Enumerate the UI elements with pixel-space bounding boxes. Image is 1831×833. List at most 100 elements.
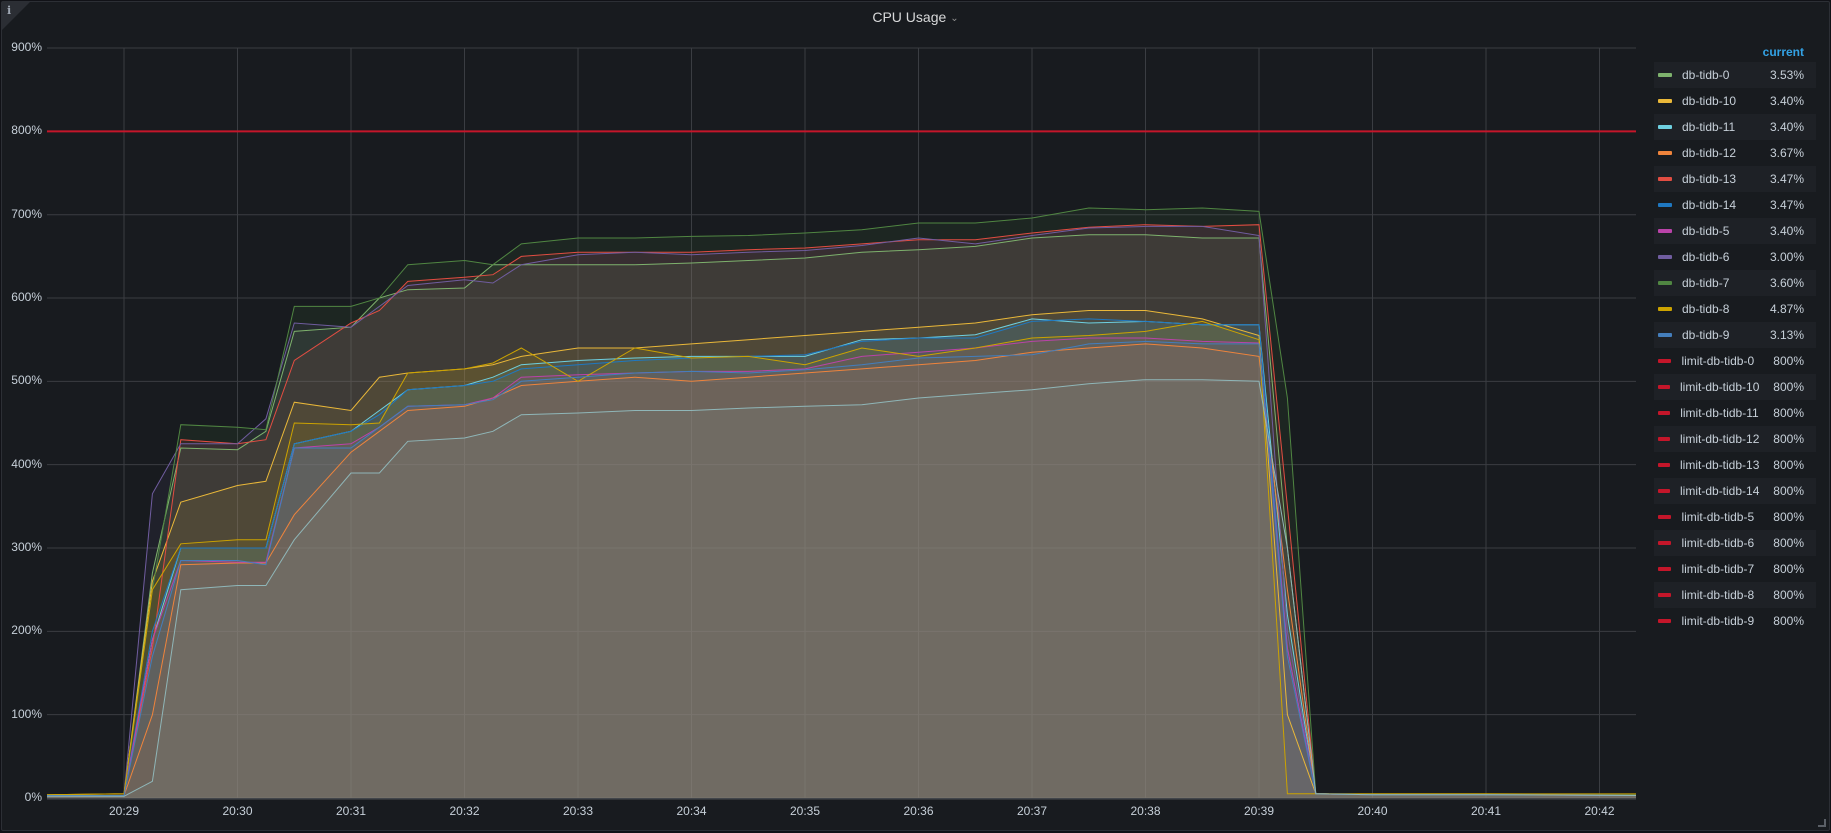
series-color-swatch-icon[interactable] [1658, 99, 1672, 103]
legend-item-name[interactable]: limit-db-tidb-6 [1681, 536, 1755, 550]
series-color-swatch-icon[interactable] [1658, 593, 1672, 597]
legend-item-name[interactable]: limit-db-tidb-12 [1680, 432, 1760, 446]
legend-item-name[interactable]: db-tidb-12 [1682, 146, 1737, 160]
legend-item-value: 3.47% [1769, 198, 1804, 212]
x-tick-label: 20:34 [676, 804, 707, 818]
legend-item-name[interactable]: db-tidb-14 [1682, 198, 1737, 212]
series-line[interactable] [47, 207, 1637, 796]
x-tick-label: 20:39 [1243, 804, 1275, 818]
panel-title-text[interactable]: CPU Usage [872, 9, 947, 25]
series-color-swatch-icon[interactable] [1658, 437, 1671, 441]
legend-item-name[interactable]: db-tidb-5 [1682, 224, 1730, 238]
legend-item[interactable]: db-tidb-5 3.40% [1654, 218, 1816, 244]
series-color-swatch-icon[interactable] [1658, 515, 1672, 519]
series-line[interactable] [46, 310, 1637, 796]
legend-item-name[interactable]: db-tidb-10 [1682, 94, 1737, 108]
legend-item-name[interactable]: limit-db-tidb-0 [1681, 354, 1755, 368]
series-line[interactable] [47, 340, 1637, 796]
legend-item[interactable]: db-tidb-6 3.00% [1654, 244, 1816, 270]
series-color-swatch-icon[interactable] [1658, 203, 1672, 207]
legend-item[interactable]: limit-db-tidb-10 800% [1654, 374, 1816, 400]
series-color-swatch-icon[interactable] [1658, 73, 1672, 77]
legend-item[interactable]: limit-db-tidb-9 800% [1654, 608, 1816, 634]
info-icon[interactable]: i [7, 4, 12, 17]
series-color-swatch-icon[interactable] [1658, 463, 1671, 467]
legend-item-name[interactable]: limit-db-tidb-8 [1681, 588, 1755, 602]
series-color-swatch-icon[interactable] [1658, 125, 1672, 129]
legend-item[interactable]: db-tidb-11 3.40% [1654, 114, 1816, 140]
legend-item[interactable]: limit-db-tidb-5 800% [1654, 504, 1816, 530]
legend-item-name[interactable]: limit-db-tidb-13 [1680, 458, 1760, 472]
x-tick-label: 20:33 [562, 804, 594, 818]
series-color-swatch-icon[interactable] [1658, 489, 1671, 493]
legend-item[interactable]: limit-db-tidb-0 800% [1654, 348, 1816, 374]
legend-item-value: 800% [1773, 432, 1804, 446]
legend-item-value: 3.47% [1769, 172, 1804, 186]
legend-item-name[interactable]: db-tidb-8 [1682, 302, 1730, 316]
x-tick-label: 20:38 [1130, 804, 1161, 818]
legend-item-name[interactable]: limit-db-tidb-9 [1681, 614, 1755, 628]
y-tick-label: 900% [11, 40, 42, 55]
series-line[interactable] [46, 320, 1637, 796]
legend-item[interactable]: db-tidb-12 3.67% [1654, 140, 1816, 166]
legend-item-name[interactable]: db-tidb-7 [1682, 276, 1730, 290]
legend-item[interactable]: db-tidb-13 3.47% [1654, 166, 1816, 192]
series-color-swatch-icon[interactable] [1658, 151, 1672, 155]
x-tick-label: 20:41 [1470, 804, 1502, 818]
legend-item[interactable]: limit-db-tidb-11 800% [1654, 400, 1816, 426]
panel-title[interactable]: CPU Usage ⌄ [2, 9, 1829, 25]
legend-item-value: 800% [1773, 354, 1804, 368]
chevron-down-icon[interactable]: ⌄ [950, 13, 959, 24]
legend-item-name[interactable]: limit-db-tidb-5 [1681, 510, 1755, 524]
series-line[interactable] [47, 224, 1637, 796]
series-line[interactable] [47, 225, 1637, 796]
legend-item-name[interactable]: limit-db-tidb-7 [1681, 562, 1755, 576]
series-color-swatch-icon[interactable] [1658, 307, 1672, 311]
y-tick-label: 400% [11, 456, 42, 471]
legend-item[interactable]: db-tidb-9 3.13% [1654, 322, 1816, 348]
legend-item[interactable]: db-tidb-10 3.40% [1654, 88, 1816, 114]
series-area [47, 318, 1636, 798]
legend-item-value: 800% [1773, 536, 1804, 550]
legend-item-name[interactable]: limit-db-tidb-10 [1680, 380, 1760, 394]
legend-item[interactable]: limit-db-tidb-12 800% [1654, 426, 1816, 452]
legend-item[interactable]: limit-db-tidb-6 800% [1654, 530, 1816, 556]
legend-item[interactable]: db-tidb-0 3.53% [1654, 62, 1816, 88]
legend-item[interactable]: limit-db-tidb-8 800% [1654, 582, 1816, 608]
series-color-swatch-icon[interactable] [1658, 255, 1672, 259]
series-color-swatch-icon[interactable] [1658, 359, 1672, 363]
legend-item[interactable]: db-tidb-7 3.60% [1654, 270, 1816, 296]
x-tick-label: 20:36 [903, 804, 934, 818]
series-color-swatch-icon[interactable] [1658, 619, 1672, 623]
legend-item-name[interactable]: db-tidb-13 [1682, 172, 1737, 186]
legend-item-name[interactable]: db-tidb-0 [1682, 68, 1730, 82]
legend-item[interactable]: db-tidb-14 3.47% [1654, 192, 1816, 218]
legend-item-name[interactable]: db-tidb-9 [1682, 328, 1730, 342]
series-color-swatch-icon[interactable] [1658, 229, 1672, 233]
x-tick-label: 20:35 [789, 804, 821, 818]
cpu-usage-chart[interactable] [2, 2, 1642, 830]
series-color-swatch-icon[interactable] [1658, 411, 1671, 415]
legend-item-value: 800% [1773, 614, 1804, 628]
resize-handle-icon[interactable] [1818, 819, 1826, 827]
legend-item[interactable]: limit-db-tidb-14 800% [1654, 478, 1816, 504]
legend-item[interactable]: limit-db-tidb-13 800% [1654, 452, 1816, 478]
legend-column-current[interactable]: current [1762, 45, 1804, 59]
series-color-swatch-icon[interactable] [1658, 333, 1672, 337]
series-color-swatch-icon[interactable] [1658, 567, 1672, 571]
series-color-swatch-icon[interactable] [1658, 385, 1671, 389]
legend-item[interactable]: limit-db-tidb-7 800% [1654, 556, 1816, 582]
legend-item-name[interactable]: limit-db-tidb-11 [1680, 406, 1759, 420]
series-area [47, 208, 1636, 798]
legend-item[interactable]: db-tidb-8 4.87% [1654, 296, 1816, 322]
legend-item-name[interactable]: limit-db-tidb-14 [1680, 484, 1760, 498]
legend-item-value: 3.60% [1769, 276, 1804, 290]
series-color-swatch-icon[interactable] [1658, 177, 1672, 181]
series-area [47, 341, 1636, 798]
series-color-swatch-icon[interactable] [1658, 541, 1672, 545]
legend-item-name[interactable]: db-tidb-11 [1682, 120, 1736, 134]
panel-info-corner[interactable] [2, 2, 30, 30]
series-line[interactable] [47, 379, 1637, 797]
legend-item-name[interactable]: db-tidb-6 [1682, 250, 1730, 264]
series-color-swatch-icon[interactable] [1658, 281, 1672, 285]
